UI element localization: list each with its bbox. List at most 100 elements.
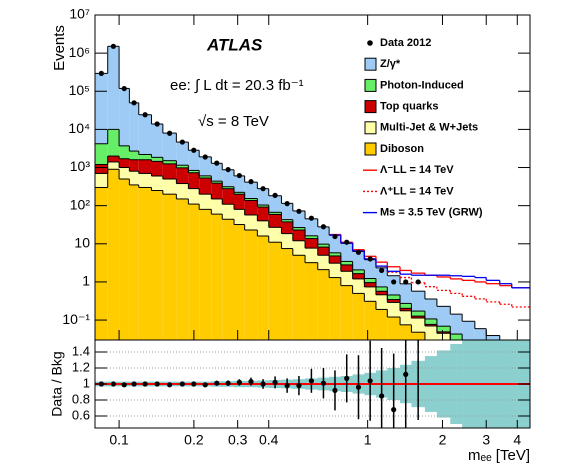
y-axis-label: Events	[51, 25, 68, 71]
y-tick-label: 0.8	[72, 391, 90, 406]
stack-bar	[119, 145, 130, 159]
stack-bar	[211, 183, 223, 199]
stack-bar	[305, 262, 318, 340]
stack-bar	[375, 309, 388, 340]
data-point	[131, 100, 137, 106]
stack-bar	[107, 169, 120, 340]
stack-bar	[329, 235, 341, 253]
stack-bar	[436, 326, 451, 332]
stack-bar	[211, 163, 223, 182]
stack-bar	[244, 200, 258, 215]
stack-bar	[292, 230, 306, 241]
data-point	[110, 43, 117, 49]
stack-bar	[107, 156, 120, 162]
stack-bar	[162, 163, 177, 180]
ratio-point	[191, 381, 197, 387]
stack-bar	[364, 259, 376, 279]
ratio-point	[403, 371, 409, 377]
data-point	[272, 192, 278, 198]
ratio-plot-area	[95, 340, 530, 428]
ratio-point	[154, 381, 160, 387]
stack-bar	[162, 179, 177, 195]
stack-bar	[436, 333, 451, 340]
data-point	[379, 267, 385, 274]
stack-bar	[151, 161, 163, 176]
stack-bar	[244, 230, 258, 340]
legend-label: Λ⁻LL = 14 TeV	[380, 164, 454, 176]
atlas-label: ATLAS	[206, 35, 263, 54]
stack-bar	[138, 114, 152, 155]
data-point	[415, 279, 421, 285]
ratio-point	[379, 393, 385, 399]
stack-bar	[317, 247, 330, 256]
stack-bar	[340, 285, 353, 340]
stack-bar	[424, 325, 437, 340]
energy-label: √s = 8 TeV	[198, 113, 269, 130]
ratio-point	[308, 378, 315, 384]
stack-bar	[138, 173, 152, 188]
stack-bar	[400, 324, 412, 340]
ratio-point	[367, 378, 373, 384]
stack-bar	[400, 303, 412, 309]
data-point	[214, 160, 220, 166]
y-tick-label: 1	[82, 273, 90, 289]
stack-bar	[257, 207, 269, 221]
stack-bar	[162, 160, 177, 164]
stack-bar	[222, 169, 235, 187]
stack-bar	[188, 170, 200, 173]
stack-bar	[400, 310, 412, 325]
stack-bar	[119, 167, 130, 180]
stack-bar	[199, 209, 212, 340]
ratio-point	[131, 381, 137, 387]
stack-bar	[400, 283, 412, 304]
y-tick-label: 1	[83, 375, 90, 390]
y-tick-label: 10²	[70, 196, 91, 212]
stack-bar	[329, 277, 341, 340]
stack-bar	[411, 311, 425, 317]
stack-bar	[317, 269, 330, 340]
ratio-point	[284, 383, 290, 389]
stack-bar	[268, 242, 282, 340]
y-tick-label: 1.2	[72, 359, 90, 374]
data-point	[98, 70, 104, 77]
stack-bar	[387, 317, 401, 340]
stack-bar	[107, 129, 120, 157]
stack-bar	[352, 293, 365, 340]
stack-bar	[119, 158, 130, 168]
stack-bar	[268, 195, 282, 213]
stack-bar	[234, 194, 245, 210]
stack-bar	[329, 252, 341, 256]
stack-bar	[364, 282, 376, 287]
x-axis-label: mₑₑ [TeV]	[468, 447, 530, 464]
ratio-axis-label: Data / Bkg	[49, 351, 65, 416]
stack-bar	[199, 175, 212, 179]
stack-bar	[268, 212, 282, 215]
stack-bar	[387, 275, 401, 295]
stack-bar	[317, 226, 330, 245]
stack-bar	[450, 334, 463, 340]
stack-bar	[199, 178, 212, 195]
stack-bar	[199, 194, 212, 210]
data-point	[248, 179, 254, 185]
data-point	[236, 172, 242, 179]
stack-bar	[340, 243, 353, 262]
stack-bar	[257, 220, 269, 237]
stack-bar	[424, 298, 437, 319]
stack-bar	[176, 183, 189, 199]
stack-bar	[387, 299, 401, 303]
upper-plot-area	[95, 43, 530, 340]
stack-bar	[176, 198, 189, 340]
stack-bar	[138, 154, 152, 160]
stack-bar	[138, 159, 152, 174]
stack-bar	[162, 133, 177, 161]
stack-bar	[305, 218, 318, 236]
stack-bar	[95, 143, 108, 165]
legend-label: Λ⁺LL = 14 TeV	[380, 185, 454, 197]
stack-bar	[234, 175, 245, 193]
axes: 10⁻¹11010²10³10⁴10⁵10⁶10⁷0.60.811.21.40.…	[62, 6, 530, 448]
stack-bar	[95, 187, 108, 340]
stack-bar	[292, 255, 306, 340]
stack-bar	[188, 150, 200, 171]
stack-bar	[292, 227, 306, 231]
